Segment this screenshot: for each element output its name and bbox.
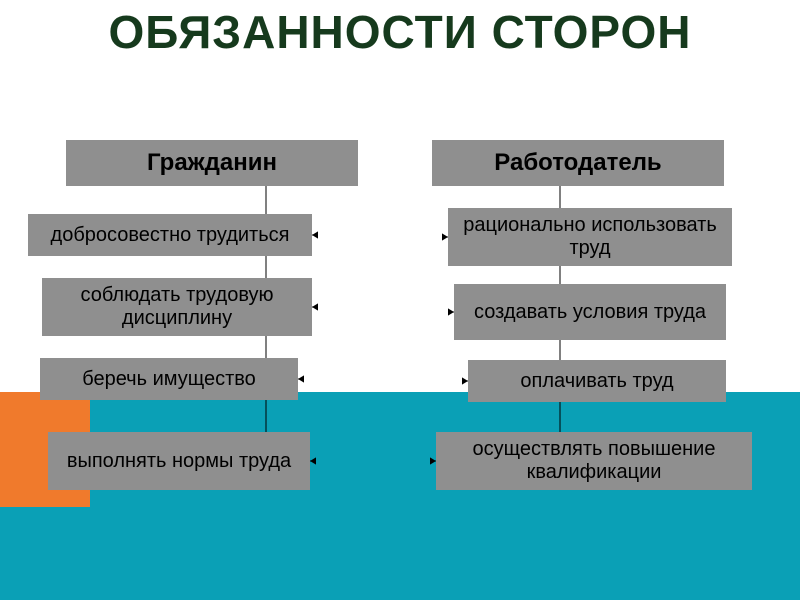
- left-header: Гражданин: [66, 140, 358, 186]
- slide-title: ОБЯЗАННОСТИ СТОРОН: [0, 8, 800, 56]
- right-item-2: оплачивать труд: [468, 360, 726, 402]
- left-item-2: беречь имущество: [40, 358, 298, 400]
- slide: ОБЯЗАННОСТИ СТОРОН Гражданин добросовестн…: [0, 0, 800, 600]
- right-item-1: создавать условия труда: [454, 284, 726, 340]
- right-item-3: осуществлять повышение квалификации: [436, 432, 752, 490]
- left-item-1: соблюдать трудовую дисциплину: [42, 278, 312, 336]
- right-header: Работодатель: [432, 140, 724, 186]
- left-item-0: добросовестно трудиться: [28, 214, 312, 256]
- teal-strip: [0, 392, 800, 600]
- right-item-0: рационально использовать труд: [448, 208, 732, 266]
- left-item-3: выполнять нормы труда: [48, 432, 310, 490]
